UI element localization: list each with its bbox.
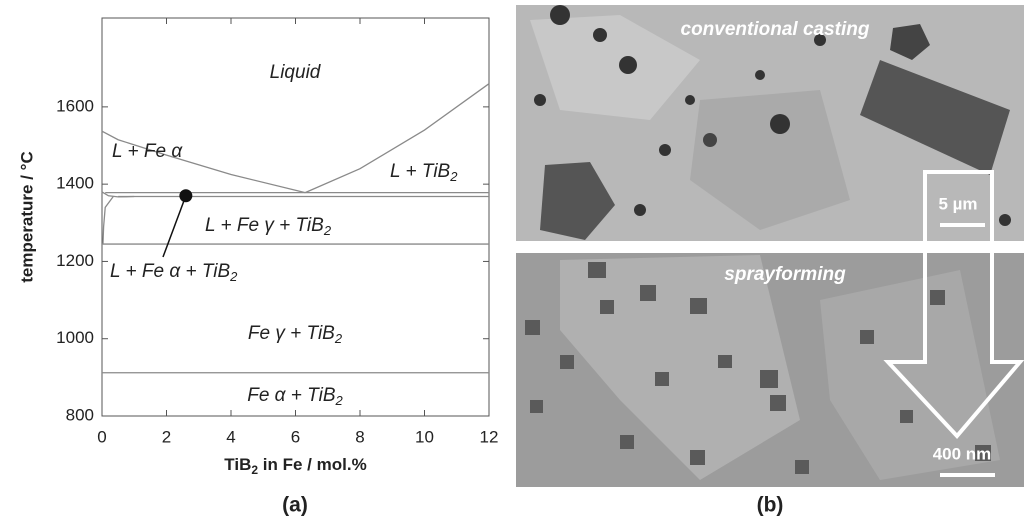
region-label: Fe α + TiB2 [247, 385, 343, 408]
x-axis-label-part: TiB [224, 455, 251, 474]
x-tick-label: 6 [291, 427, 300, 446]
x-axis-label: TiB2 in Fe / mol.% [224, 455, 366, 477]
region-label-sub: 2 [335, 393, 344, 408]
image-label: conventional casting [681, 19, 870, 40]
x-axis-label-sub: 2 [251, 463, 258, 477]
region-label-text: Fe γ + TiB [248, 323, 335, 344]
phase-boundary [101, 191, 135, 198]
caption: (a) [282, 494, 308, 517]
x-tick-label: 12 [480, 427, 499, 446]
phase-boundary [304, 83, 490, 194]
region-label: L + TiB2 [390, 161, 458, 184]
region-label-sub: 2 [334, 331, 343, 346]
region-label-text: L + Fe γ + TiB [205, 215, 324, 236]
region-label-sub: 2 [449, 169, 458, 184]
micrograph-top [516, 5, 1024, 241]
image-label: sprayforming [724, 264, 846, 285]
leader-line [162, 195, 187, 258]
region-label: L + Fe α [112, 141, 183, 162]
y-tick-label: 800 [66, 405, 94, 424]
region-label-text: Liquid [270, 62, 322, 83]
region-label: Liquid [270, 62, 322, 83]
region-label-text: Fe α + TiB [247, 385, 336, 406]
y-tick-label: 1000 [56, 328, 94, 347]
region-label-sub: 2 [323, 223, 332, 238]
x-tick-label: 0 [97, 427, 106, 446]
x-tick-label: 10 [415, 427, 434, 446]
region-label-text: L + Fe α [112, 141, 183, 162]
y-tick-label: 1600 [56, 96, 94, 115]
region-label: L + Fe α + TiB2 [110, 261, 238, 284]
separator [516, 241, 1024, 253]
y-tick-label: 1200 [56, 251, 94, 270]
scale-label: 400 nm [933, 444, 992, 463]
region-label-sub: 2 [229, 269, 238, 284]
phase-boundary [102, 196, 114, 245]
phase-boundary [101, 130, 306, 194]
region-label-text: L + Fe α + TiB [110, 261, 230, 282]
x-axis-label-part: in Fe / mol.% [258, 455, 367, 474]
y-tick-label: 1400 [56, 174, 94, 193]
micrograph-bottom [516, 253, 1024, 487]
scale-label: 5 µm [938, 194, 977, 213]
caption: (b) [757, 494, 784, 517]
x-tick-label: 2 [162, 427, 171, 446]
x-tick-label: 4 [226, 427, 235, 446]
x-tick-label: 8 [355, 427, 364, 446]
y-axis-label: temperature / °C [17, 151, 36, 283]
region-label: Fe γ + TiB2 [248, 323, 343, 346]
point-marker [179, 189, 193, 203]
region-label-text: L + TiB [390, 161, 451, 182]
region-label: L + Fe γ + TiB2 [205, 215, 332, 238]
scale-arrow [883, 170, 1025, 477]
